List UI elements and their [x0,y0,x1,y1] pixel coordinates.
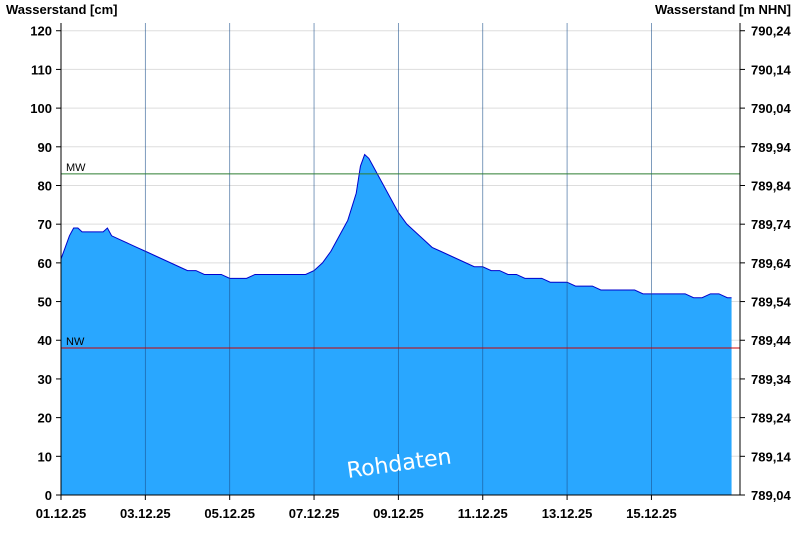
right-tick-label: 789,24 [751,411,792,426]
right-tick-label: 789,44 [751,333,792,348]
left-tick-label: 120 [30,24,52,39]
x-tick-label: 03.12.25 [120,506,171,521]
x-tick-label: 13.12.25 [542,506,593,521]
x-tick-label: 15.12.25 [626,506,677,521]
area-layer [60,153,732,495]
right-tick-label: 789,64 [751,256,792,271]
left-tick-label: 0 [45,488,52,503]
reference-label-nw: NW [66,336,85,348]
water-level-area [61,154,732,495]
left-tick-label: 20 [38,411,52,426]
right-tick-label: 789,54 [751,295,792,310]
left-tick-label: 60 [38,256,52,271]
x-tick-label: 01.12.25 [36,506,87,521]
left-tick-label: 40 [38,333,52,348]
left-tick-label: 80 [38,178,52,193]
right-tick-label: 790,14 [751,62,792,77]
left-tick-label: 110 [31,62,52,77]
x-tick-label: 05.12.25 [204,506,255,521]
axes-layer [56,23,745,500]
x-tick-label: 09.12.25 [373,506,424,521]
left-axis-title: Wasserstand [cm] [6,2,118,17]
left-tick-label: 100 [30,101,52,116]
right-tick-label: 789,74 [751,217,792,232]
right-tick-label: 789,94 [751,140,792,155]
left-tick-label: 30 [38,372,52,387]
left-tick-label: 50 [38,295,52,310]
right-tick-label: 789,84 [751,178,792,193]
right-tick-label: 789,04 [751,488,792,503]
right-axis-title: Wasserstand [m NHN] [655,2,791,17]
right-tick-label: 789,34 [751,372,792,387]
right-tick-label: 790,04 [751,101,792,116]
reference-lines-layer: MW NW [61,162,740,349]
right-tick-label: 790,24 [751,24,792,39]
left-tick-label: 10 [38,449,52,464]
left-tick-label: 70 [38,217,52,232]
tick-labels-layer: 0 789,04 10 789,14 20 789,24 30 789,34 40 789,44 5… [30,24,791,521]
x-tick-label: 07.12.25 [289,506,340,521]
x-tick-label: 11.12.25 [458,506,508,521]
reference-label-mw: MW [66,162,86,174]
right-tick-label: 789,14 [751,449,792,464]
left-tick-label: 90 [38,140,52,155]
